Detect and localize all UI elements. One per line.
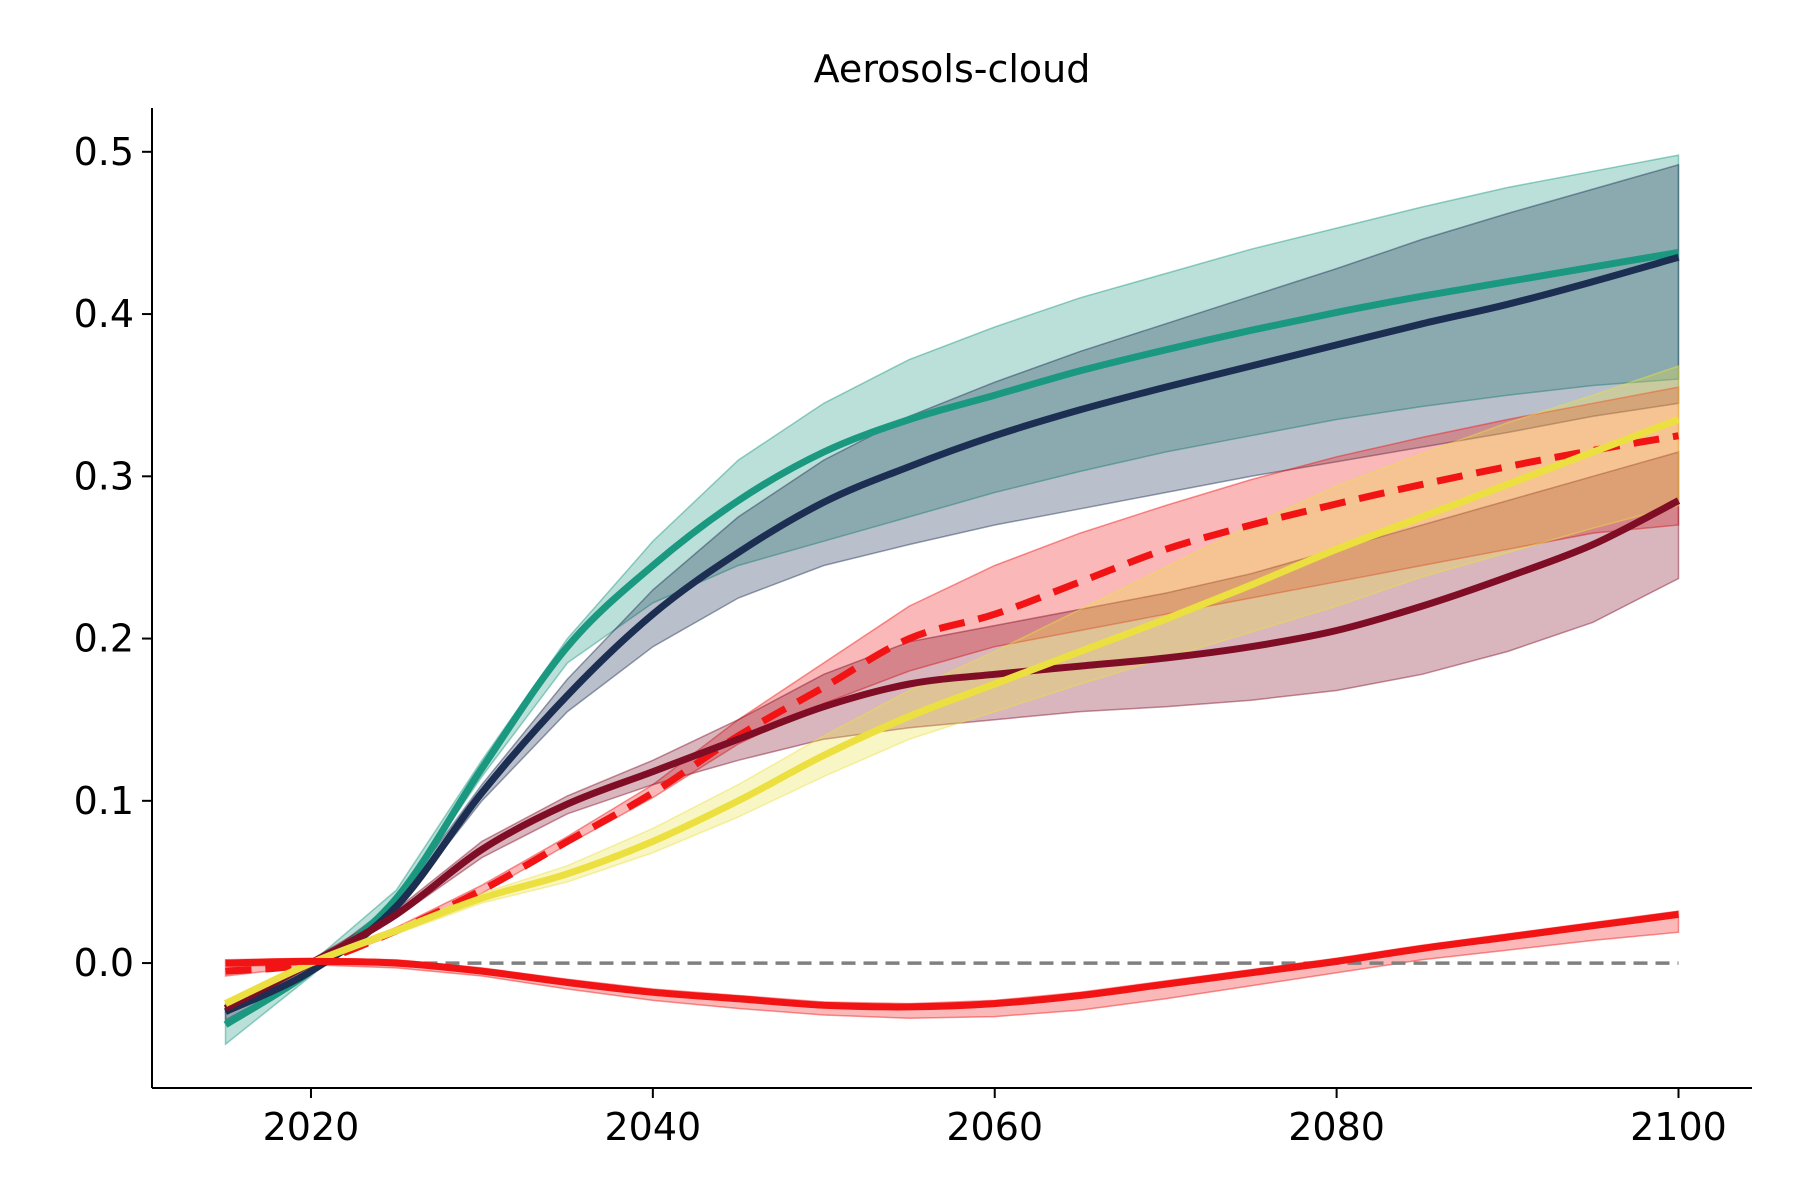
y-tick-label-0: 0.0 xyxy=(74,941,134,985)
series-band-4 xyxy=(224,451,1680,1013)
series-line-2 xyxy=(224,253,1680,1015)
y-tick-label-2: 0.2 xyxy=(74,617,134,661)
series-lines xyxy=(223,248,1681,1028)
x-tick-label-2020: 2020 xyxy=(263,1105,360,1149)
y-tick-label-3: 0.3 xyxy=(74,454,134,498)
x-tick-label-2060: 2060 xyxy=(946,1105,1043,1149)
y-tick-label-1: 0.1 xyxy=(74,779,134,823)
series-band-2 xyxy=(224,163,1680,1022)
chart-title: Aerosols-cloud xyxy=(814,47,1091,91)
uncertainty-bands xyxy=(224,154,1680,1046)
series-line-4 xyxy=(223,497,1681,1012)
series-band-5 xyxy=(224,364,1680,1009)
x-tick-label-2100: 2100 xyxy=(1630,1105,1727,1149)
series-line-6 xyxy=(225,910,1679,1011)
series-band-1 xyxy=(224,154,1680,1046)
y-tick-label-4: 0.4 xyxy=(74,292,134,336)
y-tick-label-5: 0.5 xyxy=(74,130,134,174)
x-tick-label-2040: 2040 xyxy=(604,1105,701,1149)
series-band-3 xyxy=(224,386,1680,977)
series-line-5 xyxy=(224,416,1680,1007)
series-line-3 xyxy=(225,432,1680,975)
x-tick-label-2080: 2080 xyxy=(1288,1105,1385,1149)
series-line-1 xyxy=(223,248,1680,1028)
axes: 2020 2040 2060 2080 2100 0.0 0.1 0.2 0.3 0.4 0.5 xyxy=(74,108,1752,1149)
